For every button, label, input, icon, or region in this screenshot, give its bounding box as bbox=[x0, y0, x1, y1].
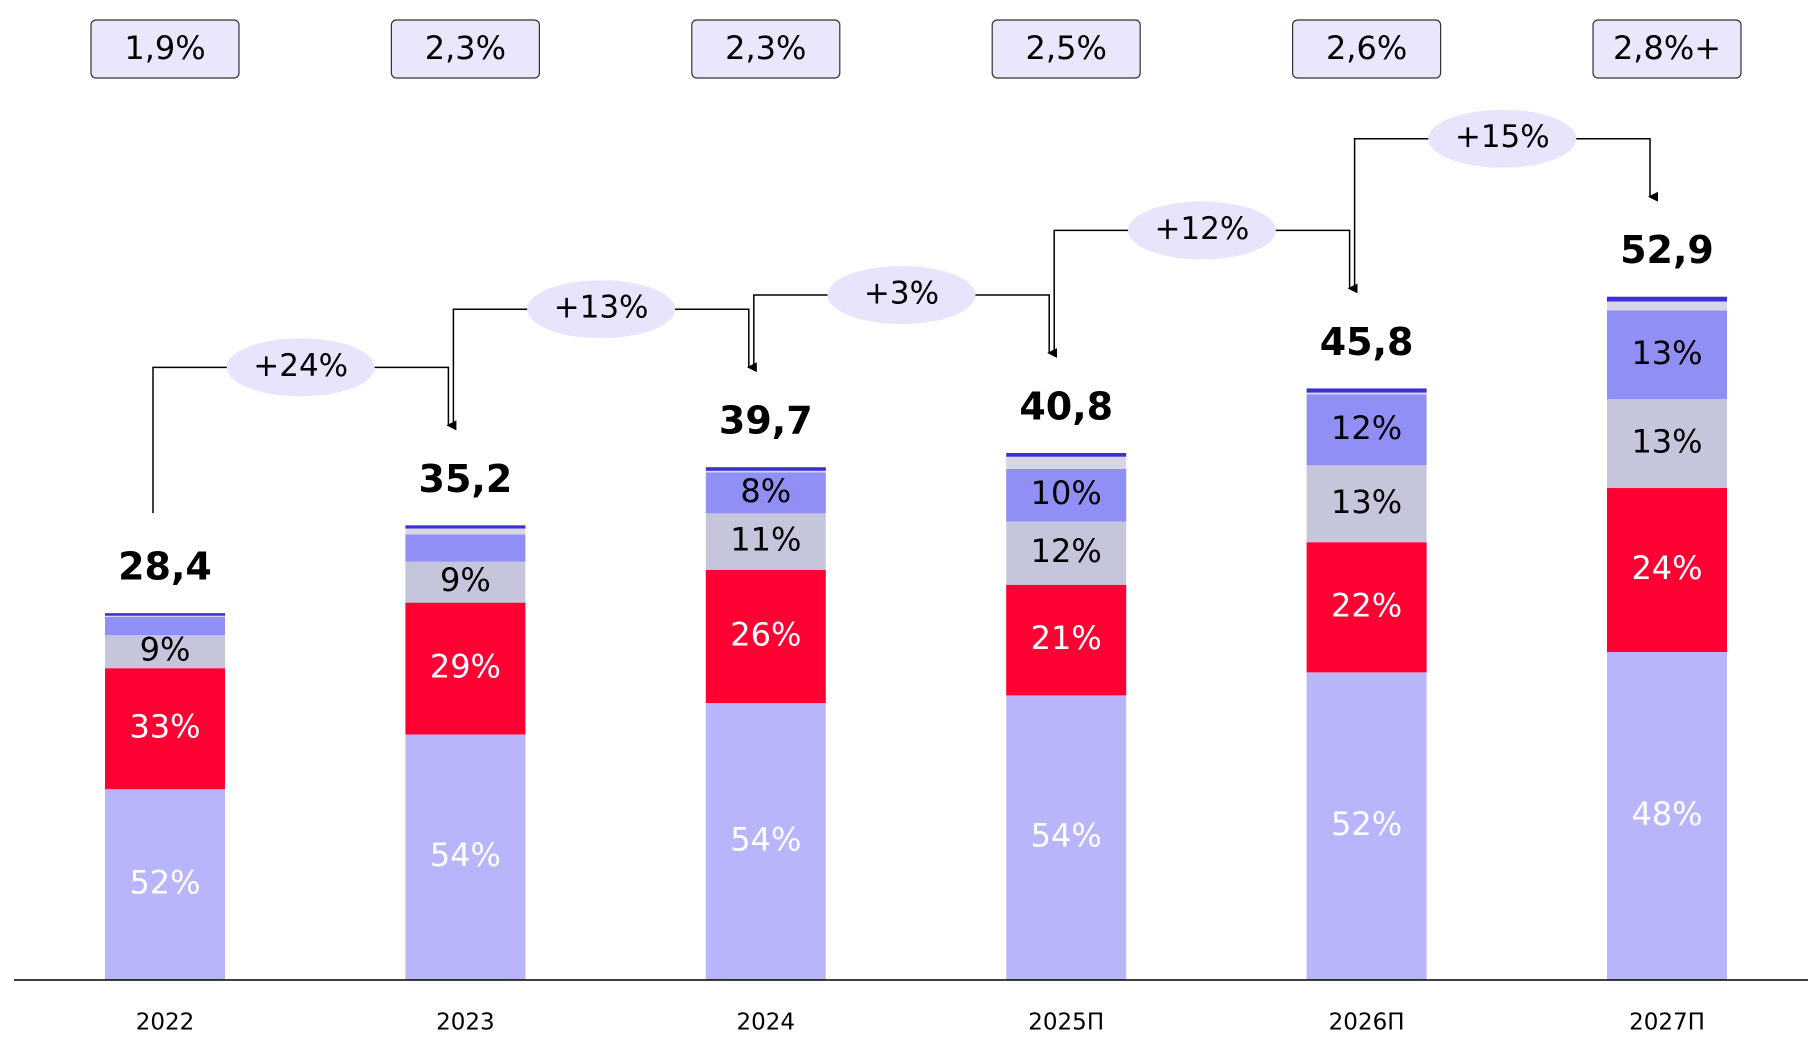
growth-label: +13% bbox=[554, 290, 649, 326]
growth-pill bbox=[1428, 109, 1577, 168]
bar-segment bbox=[1006, 453, 1127, 457]
segment-label: 10% bbox=[1031, 474, 1102, 512]
bar-segment bbox=[1006, 584, 1127, 696]
share-label: 2,3% bbox=[425, 29, 506, 67]
segment-label: 54% bbox=[730, 821, 801, 859]
bar-segment bbox=[1306, 542, 1427, 673]
segment-label: 13% bbox=[1631, 334, 1702, 372]
bar-segment bbox=[405, 561, 526, 603]
segment-label: 54% bbox=[1031, 817, 1102, 855]
x-tick-label: 2027П bbox=[1629, 1010, 1705, 1036]
share-label: 2,5% bbox=[1026, 29, 1107, 67]
bar-segment bbox=[105, 616, 225, 636]
bar-segment bbox=[1607, 399, 1727, 489]
total-label: 35,2 bbox=[419, 457, 513, 501]
total-label: 52,9 bbox=[1620, 228, 1714, 272]
bar-segment bbox=[1607, 296, 1727, 302]
x-tick-label: 2024 bbox=[737, 1010, 796, 1036]
bar-segment bbox=[1006, 695, 1127, 980]
share-label: 1,9% bbox=[124, 29, 205, 67]
segment-label: 26% bbox=[730, 615, 801, 653]
bar-segment bbox=[105, 635, 225, 669]
share-box bbox=[1592, 19, 1742, 79]
segment-label: 52% bbox=[129, 864, 200, 902]
total-label: 40,8 bbox=[1019, 385, 1113, 429]
bar-segment bbox=[1006, 521, 1127, 585]
segment-label: 9% bbox=[440, 561, 491, 599]
bar-segment bbox=[1607, 488, 1727, 653]
bar-segment bbox=[405, 528, 526, 535]
bar-segment bbox=[405, 602, 526, 735]
growth-pill bbox=[527, 280, 676, 339]
growth-label: +24% bbox=[253, 348, 348, 384]
bar-segment bbox=[705, 472, 826, 514]
share-box bbox=[90, 19, 240, 79]
growth-pill bbox=[1127, 201, 1276, 260]
segment-label: 54% bbox=[430, 836, 501, 874]
segment-label: 22% bbox=[1331, 586, 1402, 624]
bar-segment bbox=[405, 534, 526, 562]
x-tick-label: 2025П bbox=[1028, 1010, 1104, 1036]
growth-label: +3% bbox=[864, 276, 939, 312]
bar-segment bbox=[105, 613, 225, 616]
share-box bbox=[691, 19, 841, 79]
segment-label: 48% bbox=[1631, 795, 1702, 833]
x-tick-label: 2023 bbox=[436, 1010, 495, 1036]
bar-segment bbox=[105, 789, 225, 980]
bar-segment bbox=[1306, 392, 1427, 395]
bar-segment bbox=[705, 467, 826, 471]
bar-segment bbox=[1306, 388, 1427, 393]
segment-label: 12% bbox=[1031, 532, 1102, 570]
bar-segment bbox=[1006, 468, 1127, 522]
share-label: 2,3% bbox=[725, 29, 806, 67]
segment-label: 24% bbox=[1631, 549, 1702, 587]
growth-label: +15% bbox=[1455, 119, 1550, 155]
bar-segment bbox=[1006, 456, 1127, 469]
x-tick-label: 2026П bbox=[1329, 1010, 1405, 1036]
segment-label: 11% bbox=[730, 521, 801, 559]
bar-segment bbox=[105, 668, 225, 790]
bar-segment bbox=[1306, 672, 1427, 980]
segment-label: 13% bbox=[1331, 483, 1402, 521]
bar-segment bbox=[705, 470, 826, 473]
segment-label: 8% bbox=[740, 472, 791, 510]
bar-segment bbox=[1607, 652, 1727, 980]
segment-label: 29% bbox=[430, 648, 501, 686]
x-tick-label: 2022 bbox=[136, 1010, 195, 1036]
share-label: 2,6% bbox=[1326, 29, 1407, 67]
bar-segment bbox=[705, 703, 826, 980]
segment-label: 52% bbox=[1331, 805, 1402, 843]
bar-segment bbox=[1306, 394, 1427, 466]
bar-segment bbox=[105, 615, 225, 617]
bar-segment bbox=[405, 734, 526, 980]
segment-label: 21% bbox=[1031, 619, 1102, 657]
share-box bbox=[991, 19, 1141, 79]
bar-segment bbox=[405, 525, 526, 529]
share-box bbox=[390, 19, 540, 79]
segment-label: 12% bbox=[1331, 409, 1402, 447]
growth-pill bbox=[827, 266, 976, 324]
bar-segment bbox=[1306, 465, 1427, 543]
bar-segment bbox=[705, 513, 826, 570]
share-box bbox=[1291, 19, 1442, 79]
total-label: 45,8 bbox=[1320, 320, 1414, 364]
growth-pill bbox=[226, 338, 375, 397]
segment-label: 9% bbox=[140, 631, 191, 669]
bar-segment bbox=[1607, 301, 1727, 311]
share-label: 2,8%+ bbox=[1613, 29, 1721, 67]
bar-segment bbox=[705, 569, 826, 704]
segment-label: 33% bbox=[129, 708, 200, 746]
total-label: 39,7 bbox=[719, 399, 813, 443]
segment-label: 13% bbox=[1631, 423, 1702, 461]
growth-label: +12% bbox=[1154, 211, 1249, 247]
total-label: 28,4 bbox=[118, 545, 212, 589]
bar-segment bbox=[1607, 310, 1727, 400]
